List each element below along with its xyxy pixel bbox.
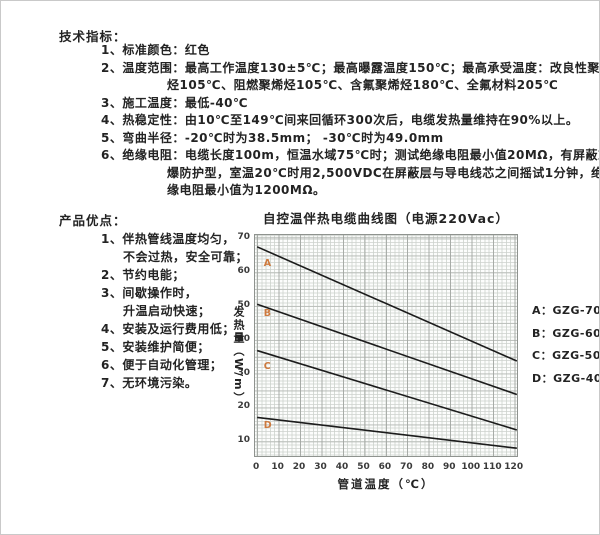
advantage-item-line: 4、安装及运行费用低； <box>101 322 235 336</box>
legend-item: A：GZG-70 <box>532 304 600 317</box>
spec-item-line: 3、施工温度：最低-40℃ <box>101 95 249 110</box>
spec-item-line: 烃105℃、阻燃聚烯烃105℃、含氟聚烯烃180℃、全氟材料205℃ <box>167 78 559 92</box>
chart-title: 自控温伴热电缆曲线图（电源220Vac） <box>263 211 509 226</box>
x-tick-label: 120 <box>504 462 524 472</box>
y-tick-label: 60 <box>237 266 250 277</box>
spec-item-line: 1、标准颜色：红色 <box>101 43 210 57</box>
legend-item: B：GZG-60 <box>532 326 600 340</box>
y-tick-label: 30 <box>237 367 250 378</box>
advantage-item-line: 2、节约电能； <box>101 268 185 282</box>
series-line-A <box>256 246 518 362</box>
series-line-D <box>257 416 517 449</box>
series-key-label-D: D <box>263 419 272 431</box>
chart-x-axis-label: 管道温度（℃） <box>337 477 435 491</box>
x-tick-label: 60 <box>378 462 392 472</box>
chart-series-lines <box>256 246 518 449</box>
y-tick-label: 50 <box>237 299 250 310</box>
spec-item-line: 4、热稳定性：由10℃至149℃间来回循环300次后，电缆发热量维持在90%以上… <box>101 113 579 127</box>
x-tick-label: 0 <box>253 462 260 472</box>
x-tick-label: 100 <box>461 462 481 472</box>
x-tick-label: 10 <box>271 462 284 472</box>
series-line-C <box>256 349 518 431</box>
advantage-item-line: 7、无环境污染。 <box>101 376 198 390</box>
y-tick-label: 20 <box>237 401 250 412</box>
y-tick-label: 40 <box>237 333 250 344</box>
spec-item-line: 爆防护型，室温20℃时用2,500VDC在屏蔽层与导电线芯之间摇试1分钟，绝 <box>167 165 600 180</box>
advantages-list: 1、伴热管线温度均匀， 不会过热，安全可靠； 2、节约电能； 3、间歇操作时， 升温启动… <box>101 230 291 392</box>
chart-plot-area: A B C D <box>254 234 518 457</box>
advantage-item-line: 6、便于自动化管理； <box>101 358 223 372</box>
spec-item-line: 6、绝缘电阻：电缆长度100m，恒温水域75℃时；测试绝缘电阻最小值20MΩ，有… <box>101 148 600 162</box>
series-key-label-C: C <box>263 360 271 372</box>
advantages-section-title: 产品优点： <box>59 213 127 228</box>
y-tick-label: 70 <box>237 232 250 243</box>
x-tick-label: 20 <box>292 462 306 472</box>
x-tick-label: 30 <box>314 462 327 472</box>
chart-legend: A：GZG-70 B：GZG-60 C：GZG-50 D：GZG-40 <box>532 304 600 394</box>
specs-list: 1、标准颜色：红色 2、温度范围：最高工作温度130±5℃；最高曝露温度150℃；… <box>101 42 599 200</box>
series-key-label-B: B <box>263 308 272 320</box>
x-tick-label: 50 <box>357 462 370 472</box>
series-line-B <box>256 303 518 396</box>
x-tick-label: 70 <box>400 462 413 472</box>
x-tick-label: 80 <box>421 462 435 472</box>
advantage-item-line: 1、伴热管线温度均匀， <box>101 232 235 246</box>
series-key-label-A: A <box>263 257 272 269</box>
advantage-item-line: 5、安装维护简便； <box>101 340 210 354</box>
legend-item: C：GZG-50 <box>532 349 600 362</box>
chart-y-axis-label: 发热量（W/m） <box>232 306 245 405</box>
advantage-item-line: 3、间歇操作时， <box>101 286 198 300</box>
legend-item: D：GZG-40 <box>532 371 600 385</box>
advantage-item-line: 升温启动快速； <box>123 304 211 318</box>
x-tick-label: 40 <box>335 462 349 472</box>
spec-item-line: 缘电阻最小值为1200MΩ。 <box>167 183 326 197</box>
x-tick-label: 90 <box>443 462 456 472</box>
spec-item-line: 2、温度范围：最高工作温度130±5℃；最高曝露温度150℃；最高承受温度：改良… <box>101 60 600 75</box>
advantage-item-line: 不会过热，安全可靠； <box>123 250 249 264</box>
spec-item-line: 5、弯曲半径：-20℃时为38.5mm； -30℃时为49.0mm <box>101 130 444 145</box>
x-tick-label: 110 <box>482 462 502 472</box>
specs-section-title: 技术指标： <box>59 29 127 44</box>
y-tick-label: 10 <box>237 435 250 446</box>
